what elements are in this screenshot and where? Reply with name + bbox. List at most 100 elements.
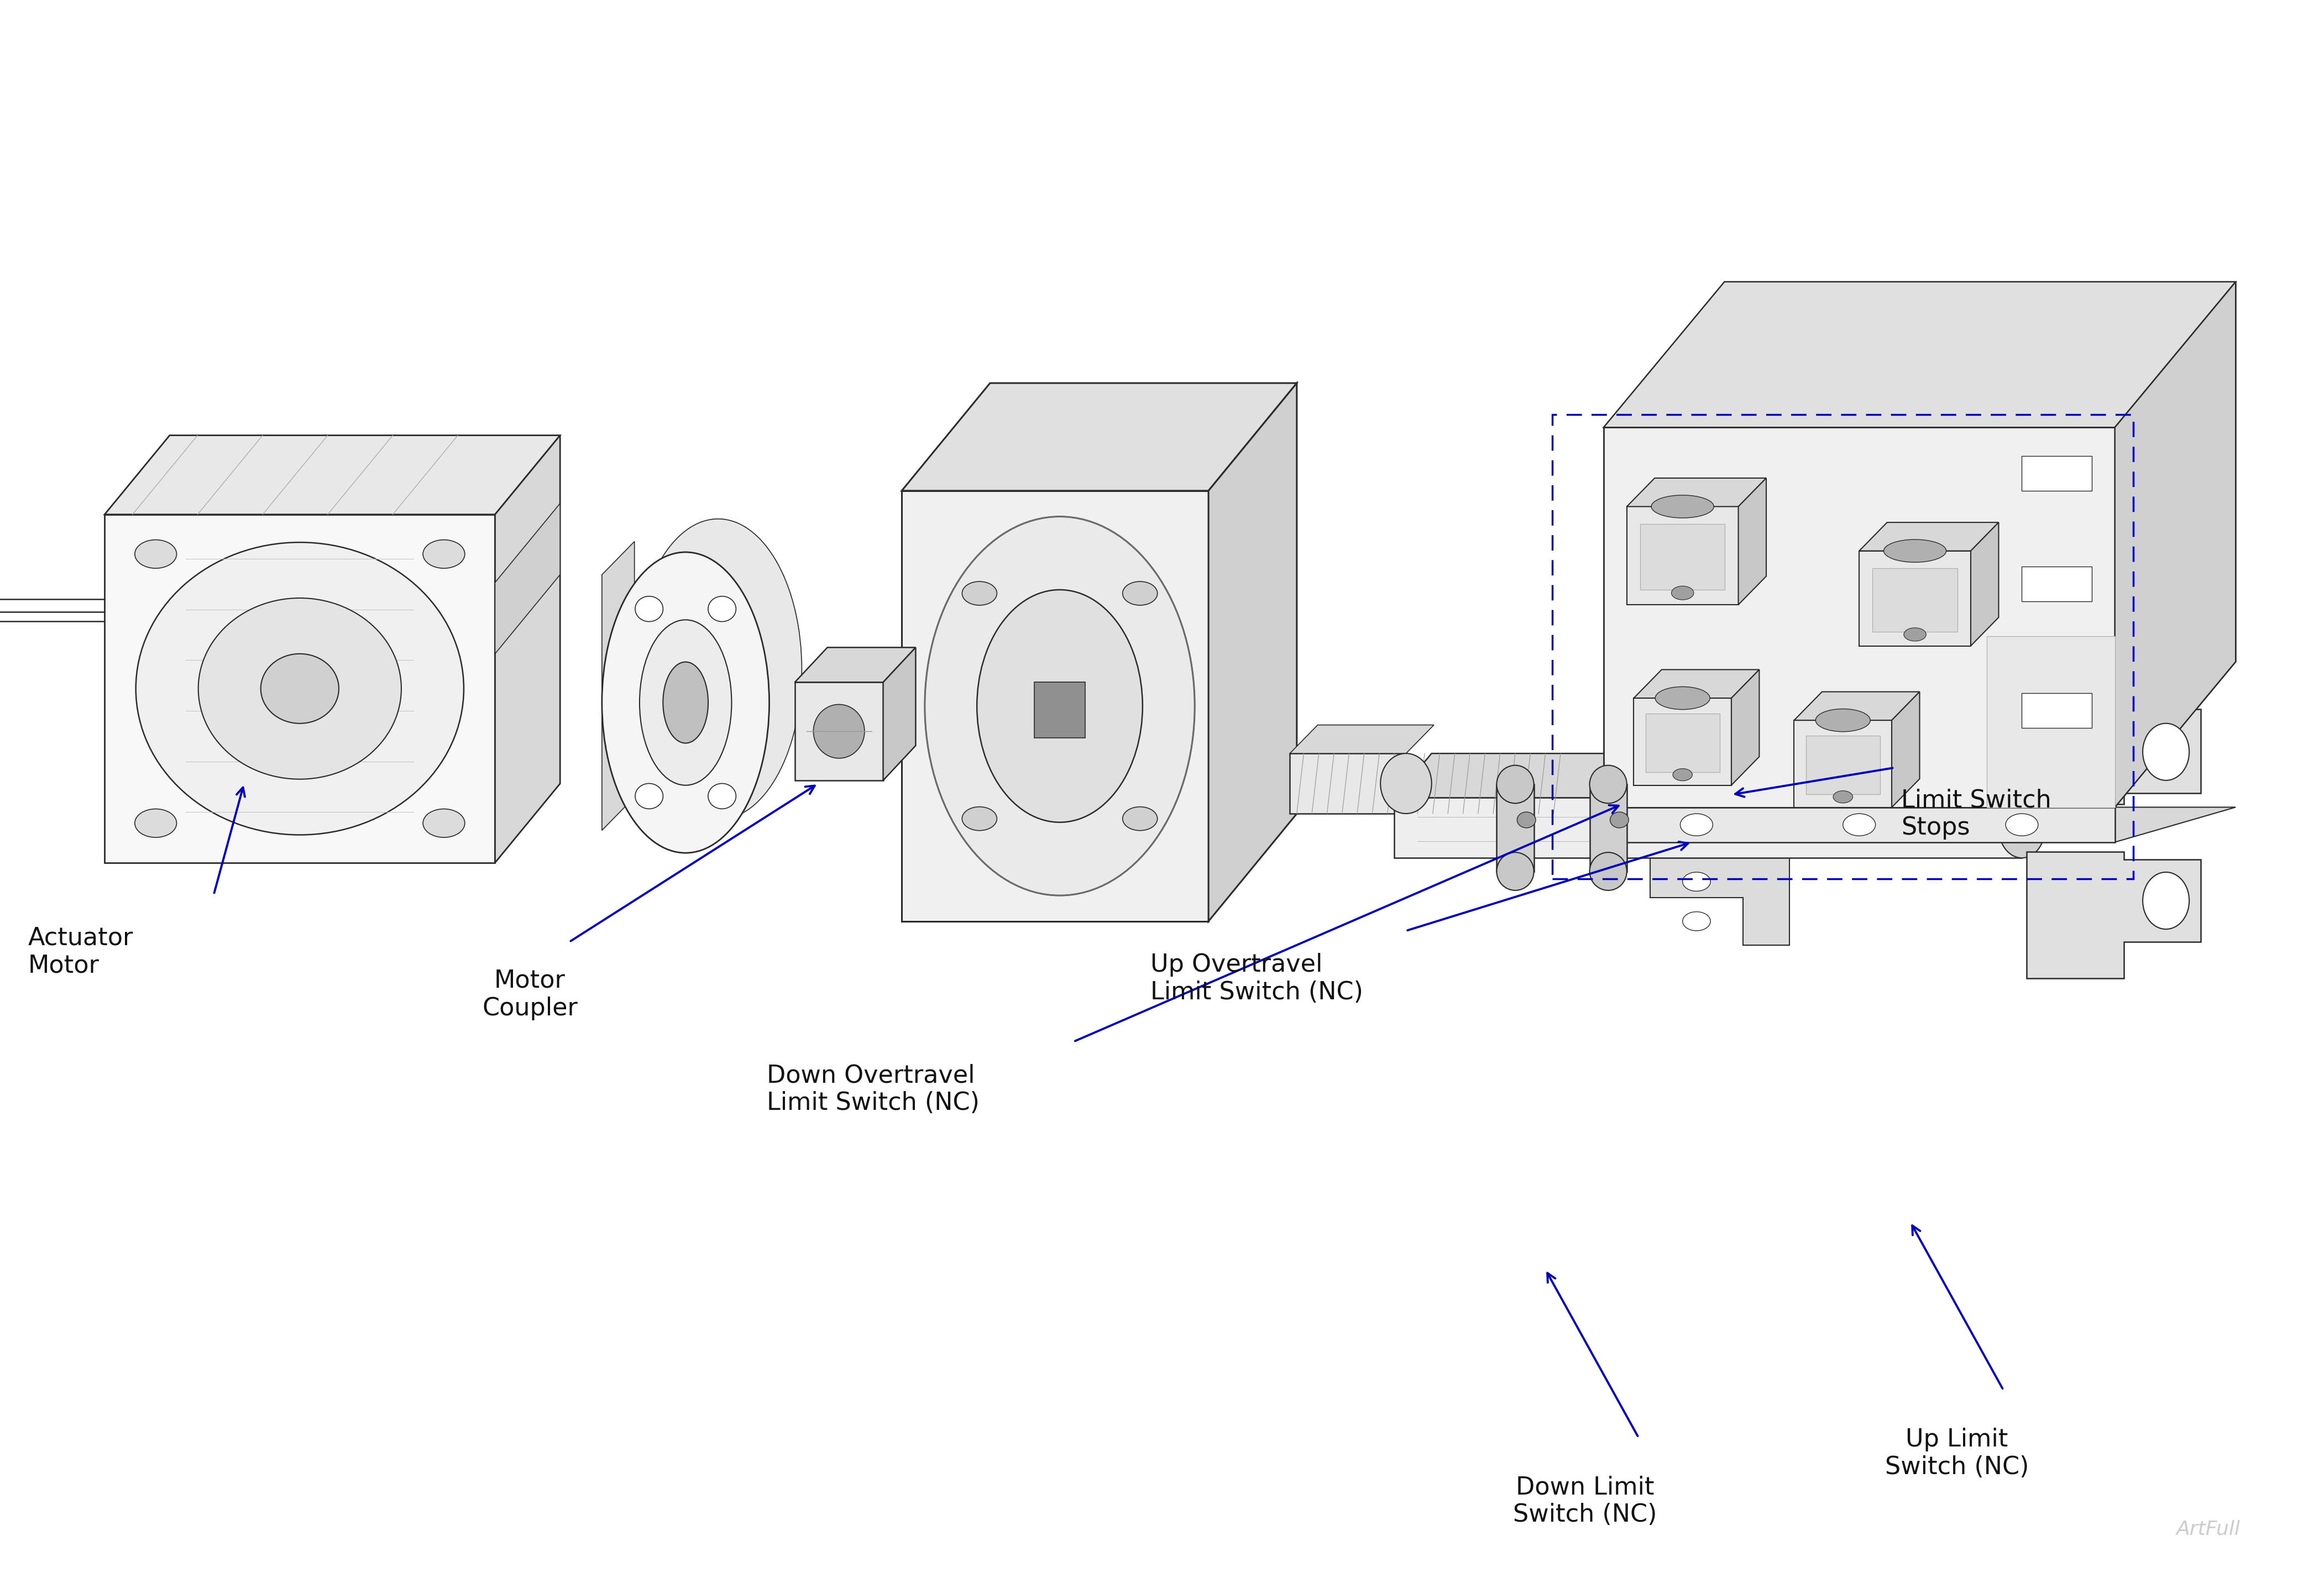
Polygon shape (2027, 673, 2201, 804)
Polygon shape (602, 541, 634, 831)
Polygon shape (1987, 636, 2115, 807)
Polygon shape (2115, 282, 2236, 807)
Polygon shape (883, 647, 916, 780)
Ellipse shape (1590, 852, 1627, 890)
Ellipse shape (423, 809, 465, 837)
Ellipse shape (1497, 765, 1534, 803)
Polygon shape (795, 647, 916, 682)
Ellipse shape (709, 597, 737, 622)
Ellipse shape (1655, 687, 1710, 709)
Polygon shape (1634, 670, 1759, 698)
Polygon shape (1604, 807, 2115, 842)
Polygon shape (1627, 507, 1738, 605)
Ellipse shape (976, 590, 1143, 822)
Polygon shape (2027, 852, 2201, 978)
Polygon shape (1394, 798, 2022, 858)
Polygon shape (1627, 478, 1766, 507)
Ellipse shape (962, 581, 997, 605)
Polygon shape (604, 519, 799, 665)
Ellipse shape (1518, 812, 1536, 828)
Ellipse shape (1843, 814, 1875, 836)
Ellipse shape (1380, 754, 1432, 814)
Ellipse shape (709, 784, 737, 809)
Polygon shape (1590, 784, 1627, 871)
Text: ArtFull: ArtFull (2175, 1520, 2240, 1539)
Ellipse shape (1590, 765, 1627, 803)
Text: Down Overtravel
Limit Switch (NC): Down Overtravel Limit Switch (NC) (767, 1064, 981, 1114)
Polygon shape (1604, 807, 2236, 842)
Polygon shape (1645, 714, 1720, 773)
Polygon shape (1290, 725, 1434, 754)
Ellipse shape (1903, 628, 1927, 641)
Ellipse shape (962, 807, 997, 831)
Ellipse shape (198, 598, 402, 779)
Ellipse shape (2006, 814, 2038, 836)
Polygon shape (1394, 754, 2059, 798)
Text: Actuator
Motor: Actuator Motor (28, 926, 132, 977)
Polygon shape (902, 491, 1208, 921)
Polygon shape (1641, 524, 1724, 590)
Polygon shape (1604, 282, 2236, 427)
Ellipse shape (1680, 814, 1713, 836)
Polygon shape (1873, 568, 1957, 632)
Text: Up Limit
Switch (NC): Up Limit Switch (NC) (1885, 1428, 2029, 1479)
Text: Motor
Coupler: Motor Coupler (481, 969, 579, 1019)
Polygon shape (1650, 858, 1789, 945)
Polygon shape (1497, 784, 1534, 871)
Ellipse shape (602, 552, 769, 853)
Ellipse shape (925, 516, 1195, 896)
Ellipse shape (1122, 807, 1157, 831)
Polygon shape (2022, 456, 2092, 491)
Polygon shape (2115, 282, 2236, 807)
Polygon shape (1859, 551, 1971, 646)
Polygon shape (105, 435, 560, 514)
Ellipse shape (2143, 723, 2189, 780)
Ellipse shape (1683, 912, 1710, 931)
Ellipse shape (2143, 872, 2189, 929)
Polygon shape (990, 383, 1297, 814)
Ellipse shape (662, 662, 709, 742)
Ellipse shape (1815, 709, 1871, 731)
Ellipse shape (135, 540, 177, 568)
Ellipse shape (634, 519, 802, 820)
Ellipse shape (1885, 540, 1945, 562)
Polygon shape (1794, 692, 1920, 720)
Polygon shape (1634, 698, 1731, 785)
Ellipse shape (1673, 769, 1692, 780)
Ellipse shape (1652, 495, 1713, 518)
Polygon shape (1859, 522, 1999, 551)
Polygon shape (2022, 693, 2092, 728)
Polygon shape (1794, 720, 1892, 807)
Polygon shape (105, 514, 495, 863)
Polygon shape (2022, 567, 2092, 602)
Ellipse shape (1671, 586, 1694, 600)
Ellipse shape (1834, 792, 1852, 803)
Polygon shape (1738, 478, 1766, 605)
Polygon shape (1208, 383, 1297, 921)
Ellipse shape (813, 704, 865, 758)
Text: Up Overtravel
Limit Switch (NC): Up Overtravel Limit Switch (NC) (1150, 953, 1364, 1004)
Ellipse shape (1497, 852, 1534, 890)
Ellipse shape (260, 654, 339, 723)
Polygon shape (1731, 670, 1759, 785)
Ellipse shape (423, 540, 465, 568)
Ellipse shape (1683, 872, 1710, 891)
Ellipse shape (135, 543, 465, 834)
Polygon shape (1892, 692, 1920, 807)
Ellipse shape (1999, 798, 2045, 858)
Polygon shape (1034, 682, 1085, 738)
Text: Limit Switch
Stops: Limit Switch Stops (1901, 788, 2052, 839)
Polygon shape (1290, 754, 1406, 814)
Ellipse shape (1611, 812, 1629, 828)
Polygon shape (1604, 427, 2115, 807)
Ellipse shape (1122, 581, 1157, 605)
Polygon shape (902, 383, 1297, 491)
Polygon shape (1971, 522, 1999, 646)
Ellipse shape (639, 621, 732, 785)
Polygon shape (1806, 736, 1880, 795)
Polygon shape (495, 503, 560, 654)
Polygon shape (495, 435, 560, 863)
Text: Down Limit
Switch (NC): Down Limit Switch (NC) (1513, 1475, 1657, 1526)
Polygon shape (795, 682, 883, 780)
Ellipse shape (634, 597, 662, 622)
